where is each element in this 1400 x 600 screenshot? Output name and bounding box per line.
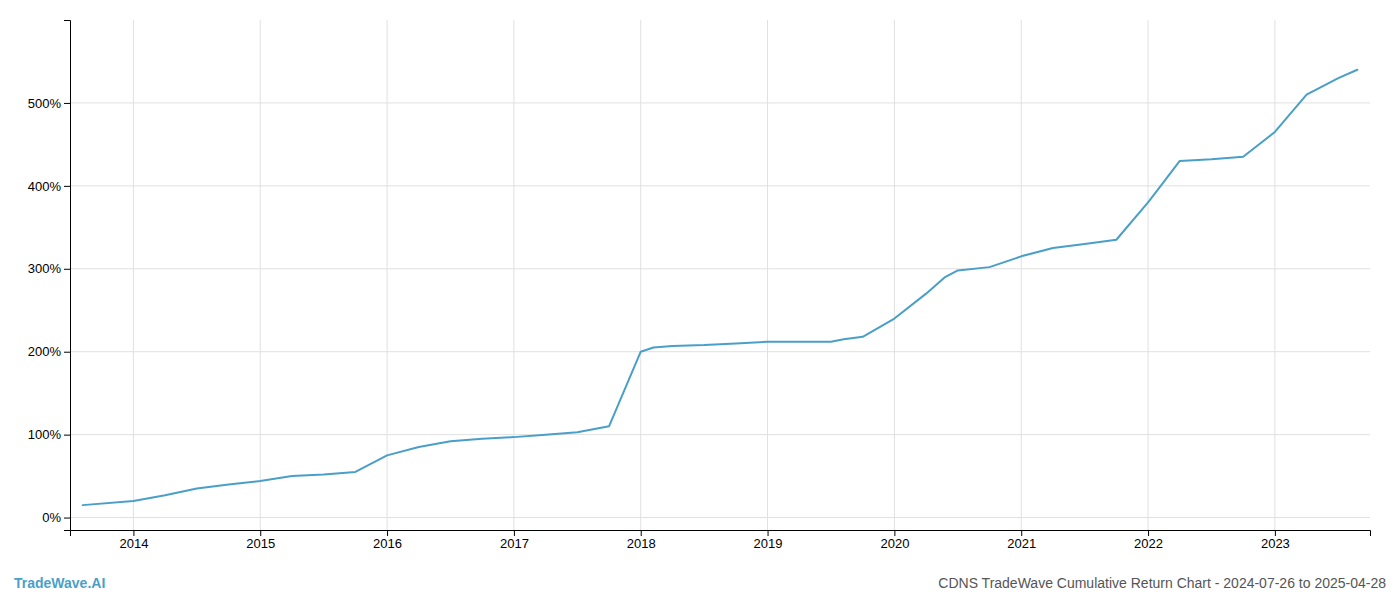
grid-line (70, 351, 1370, 352)
tick-mark (514, 530, 515, 536)
tick: 2020 (880, 530, 909, 551)
y-axis: 0% 100% 200% 300% 400% 500% (28, 21, 71, 531)
watermark: TradeWave.AI (14, 575, 105, 591)
grid-line (260, 20, 261, 530)
grid-line (70, 185, 1370, 186)
tick-mark (260, 530, 261, 536)
tick: 300% (28, 261, 70, 276)
tick-label: 2019 (754, 536, 783, 551)
tick: 2023 (1261, 530, 1290, 551)
tick-mark (64, 269, 70, 270)
tick-label: 2023 (1261, 536, 1290, 551)
grid-line (387, 20, 388, 530)
tick-mark (64, 186, 70, 187)
tick-label: 2014 (119, 536, 148, 551)
tick-label: 2018 (627, 536, 656, 551)
line (83, 70, 1358, 505)
tick-label: 500% (28, 96, 62, 111)
grid-line (70, 102, 1370, 103)
plot: 2014 2015 2016 2017 2018 2019 2020 2021 2022 2023… (28, 20, 1371, 551)
tick-label: 100% (28, 427, 62, 442)
grid (70, 20, 1370, 530)
grid-line (70, 517, 1370, 518)
tick: 200% (28, 344, 70, 359)
grid-line (1148, 20, 1149, 530)
tick-mark (894, 530, 895, 536)
tick-mark (64, 518, 70, 519)
grid-line (640, 20, 641, 530)
tick-mark (1148, 530, 1149, 536)
grid-line (767, 20, 768, 530)
tick-label: 2017 (500, 536, 529, 551)
tick-label: 2016 (373, 536, 402, 551)
tick-label: 200% (28, 344, 62, 359)
tick-mark (768, 530, 769, 536)
tick: 2019 (754, 530, 783, 551)
tick: 0% (42, 510, 70, 525)
chart: 2014 2015 2016 2017 2018 2019 2020 2021 2022 2023… (0, 0, 1400, 600)
tick: 2022 (1134, 530, 1163, 551)
tick: 500% (28, 96, 70, 111)
x-axis: 2014 2015 2016 2017 2018 2019 2020 2021 2022 2023 (71, 530, 1371, 551)
tick: 2021 (1007, 530, 1036, 551)
tick-label: 2015 (246, 536, 275, 551)
grid-line (513, 20, 514, 530)
tick: 2015 (246, 530, 275, 551)
tick-label: 2021 (1007, 536, 1036, 551)
tick-mark (387, 530, 388, 536)
tick: 2018 (627, 530, 656, 551)
tick-label: 2022 (1134, 536, 1163, 551)
tick: 2016 (373, 530, 402, 551)
tick-mark (64, 435, 70, 436)
tick-label: 0% (42, 510, 61, 525)
axis-line (71, 531, 1371, 537)
tick: 400% (28, 179, 70, 194)
marks (83, 70, 1358, 505)
grid-line (1274, 20, 1275, 530)
tick-label: 2020 (880, 536, 909, 551)
grid-line (133, 20, 134, 530)
tick-mark (641, 530, 642, 536)
tick-mark (1275, 530, 1276, 536)
grid-line (1021, 20, 1022, 530)
tick: 2017 (500, 530, 529, 551)
grid-line (70, 434, 1370, 435)
axis-line (64, 21, 71, 531)
tick-mark (1021, 530, 1022, 536)
tick-mark (64, 103, 70, 104)
tick-mark (64, 352, 70, 353)
tick-label: 400% (28, 179, 62, 194)
grid-line (70, 268, 1370, 269)
tick-label: 300% (28, 261, 62, 276)
tick-mark (133, 530, 134, 536)
tick: 100% (28, 427, 70, 442)
grid-line (894, 20, 895, 530)
tick: 2014 (119, 530, 148, 551)
title: CDNS TradeWave Cumulative Return Chart -… (938, 575, 1386, 591)
